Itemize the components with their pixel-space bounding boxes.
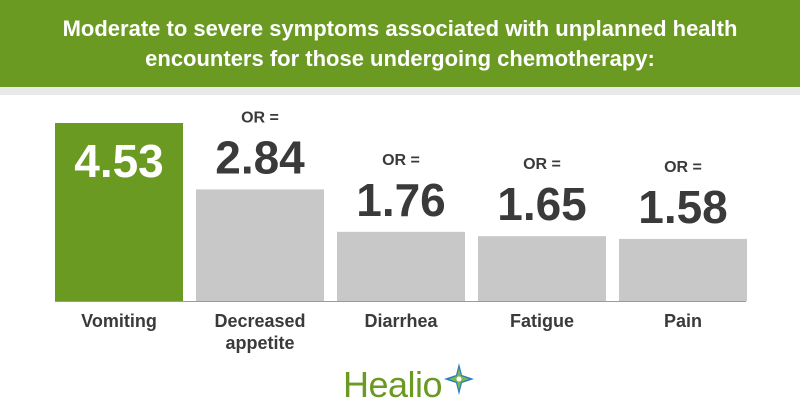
healio-star-icon (444, 363, 474, 395)
category-label: Diarrhea (364, 311, 438, 331)
header-banner: Moderate to severe symptoms associated w… (0, 0, 800, 87)
bar-value-label: 1.65 (497, 178, 587, 230)
or-prefix-label: OR = (382, 152, 420, 169)
or-prefix-label: OR = (664, 159, 702, 176)
header-divider (0, 87, 800, 95)
category-label: Pain (664, 311, 702, 331)
chart-title: Moderate to severe symptoms associated w… (62, 16, 738, 71)
bar (337, 231, 465, 301)
bar-value-label: 1.58 (638, 181, 728, 233)
or-prefix-label: OR = (523, 156, 561, 173)
category-label: appetite (225, 333, 294, 353)
logo-text: Healio (343, 364, 443, 405)
bar-value-label: 1.76 (356, 174, 446, 226)
category-label: Decreased (214, 311, 305, 331)
healio-logo: Healio (343, 362, 483, 412)
bar (196, 189, 324, 301)
bar-value-label: 4.53 (74, 135, 164, 187)
category-label: Vomiting (81, 311, 157, 331)
or-prefix-label: OR = (241, 109, 279, 126)
bar (55, 123, 183, 301)
bar (619, 238, 747, 301)
bar (478, 236, 606, 301)
category-label: Fatigue (510, 311, 574, 331)
bar-value-label: 2.84 (215, 131, 305, 183)
